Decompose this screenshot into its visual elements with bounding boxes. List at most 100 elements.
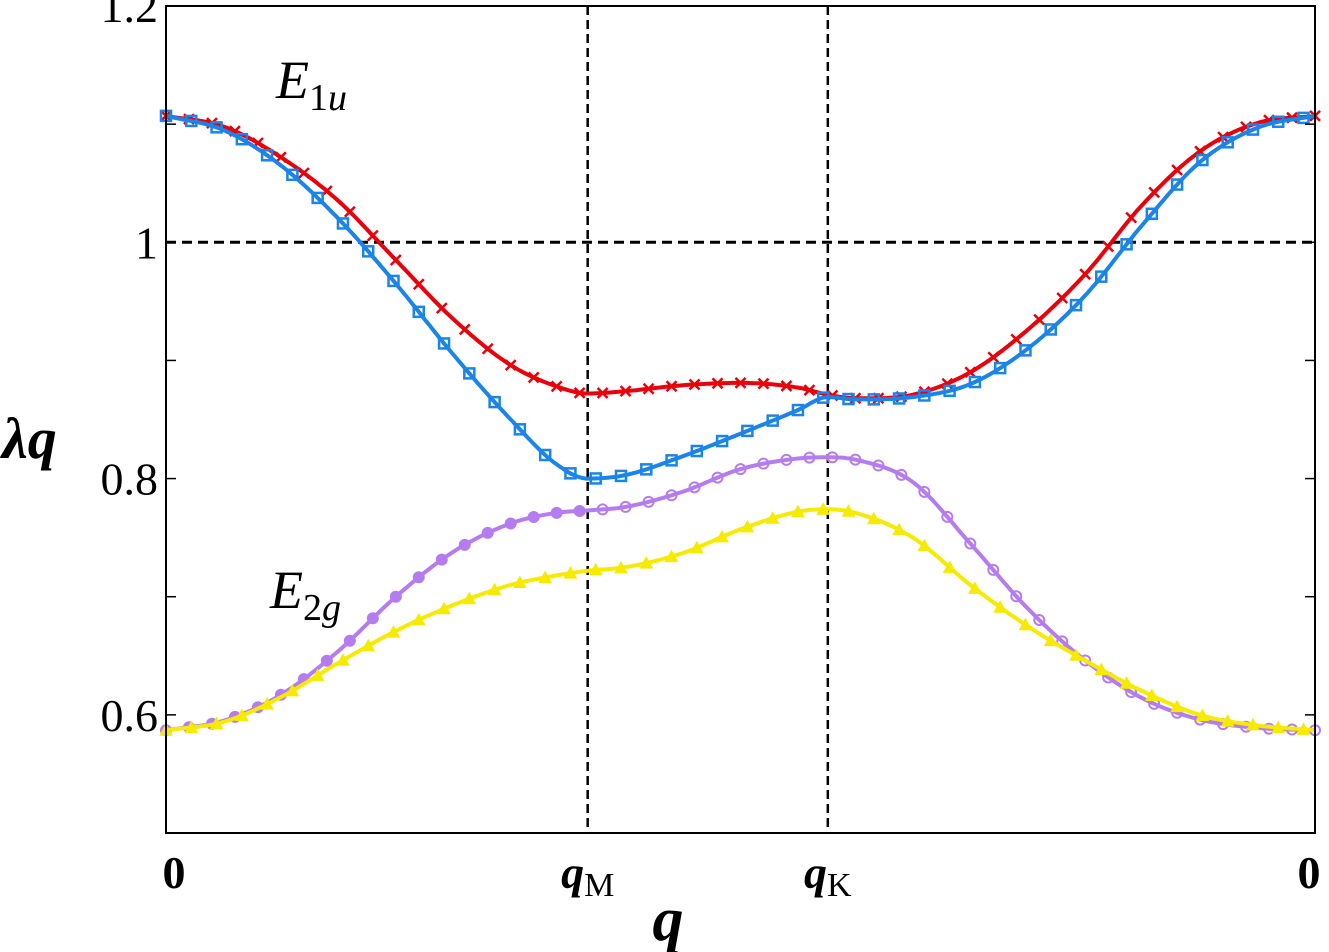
point-marker [918,389,931,402]
annotations: E1u E2g [269,50,347,629]
point-marker [462,591,477,605]
point-marker [665,454,678,467]
y-tick-label: 1.2 [101,0,159,32]
point-marker [816,391,830,404]
y-tick-label: 1 [135,217,158,268]
point-marker [1148,186,1161,199]
point-marker [689,540,704,554]
point-marker [1120,238,1133,251]
point-marker [260,697,274,710]
point-marker [504,359,517,372]
point-marker [688,378,701,391]
point-marker [589,472,602,485]
point-marker [1221,136,1234,149]
x-tick-label: 0 [163,847,186,898]
point-marker [1102,240,1115,253]
point-marker [826,451,839,464]
point-marker [1145,207,1159,221]
point-marker [642,382,655,395]
point-marker [791,504,805,518]
point-marker [1019,344,1032,357]
point-marker [1170,699,1184,713]
point-marker [866,511,881,525]
point-marker [297,167,310,179]
point-marker [1018,617,1033,631]
series-square [159,109,1316,485]
point-marker [665,489,678,502]
series-triangle [159,502,1316,736]
point-marker [437,337,451,350]
point-marker [1044,323,1057,336]
point-marker [968,581,982,594]
point-marker [285,683,300,697]
point-marker [872,459,885,472]
point-marker [803,384,816,397]
point-marker [688,481,701,494]
y-tick-label: 0.8 [101,454,159,505]
point-marker [964,537,977,550]
point-marker [234,708,249,722]
point-marker [463,367,476,380]
point-marker [361,638,376,652]
point-marker [1271,115,1285,129]
point-marker [504,517,517,530]
point-marker [943,384,956,398]
point-marker [757,377,770,390]
point-marker [596,387,609,399]
y-axis-label: λq [0,406,57,471]
point-marker [1297,111,1310,125]
point-marker [343,205,356,218]
x-axis-label: q [653,886,684,952]
point-marker [1056,292,1069,304]
point-marker [711,377,724,390]
point-marker [803,451,816,464]
point-marker [964,366,977,379]
point-marker [1069,648,1083,661]
point-marker [311,191,324,205]
point-marker [310,668,325,681]
point-marker [336,653,350,666]
point-marker [1170,178,1184,191]
point-marker [780,380,793,392]
point-marker [435,302,448,314]
point-marker [481,342,494,355]
point-marker [1296,722,1311,735]
point-marker [538,448,552,462]
point-marker [458,323,471,336]
point-marker [642,495,655,508]
point-marker [1043,633,1058,647]
point-marker [184,720,199,733]
point-marker [538,570,553,583]
point-marker [892,522,906,536]
point-marker [1079,268,1092,281]
point-marker [942,560,957,573]
point-marker [1196,153,1209,167]
point-marker [895,468,908,481]
point-marker [614,469,628,483]
point-marker [1069,298,1083,312]
point-marker [366,612,379,625]
point-marker [640,463,653,476]
point-marker [235,132,249,146]
point-marker [458,538,471,551]
point-marker [711,471,724,484]
point-marker [715,529,729,543]
point-marker [715,434,729,448]
point-marker [1271,720,1286,734]
point-marker [588,562,603,576]
point-marker [867,393,881,406]
point-marker [412,278,425,291]
point-marker [320,654,333,667]
point-marker [412,571,425,584]
point-marker [1010,590,1023,603]
point-marker [765,511,780,524]
point-marker [513,575,527,589]
point-marker [1125,211,1138,224]
point-marker [1220,714,1235,727]
point-marker [780,453,793,466]
series-line [165,113,1316,401]
point-marker [614,560,628,574]
point-marker [366,229,379,242]
point-marker [849,453,862,466]
x-tick-label: 0 [1298,847,1321,898]
